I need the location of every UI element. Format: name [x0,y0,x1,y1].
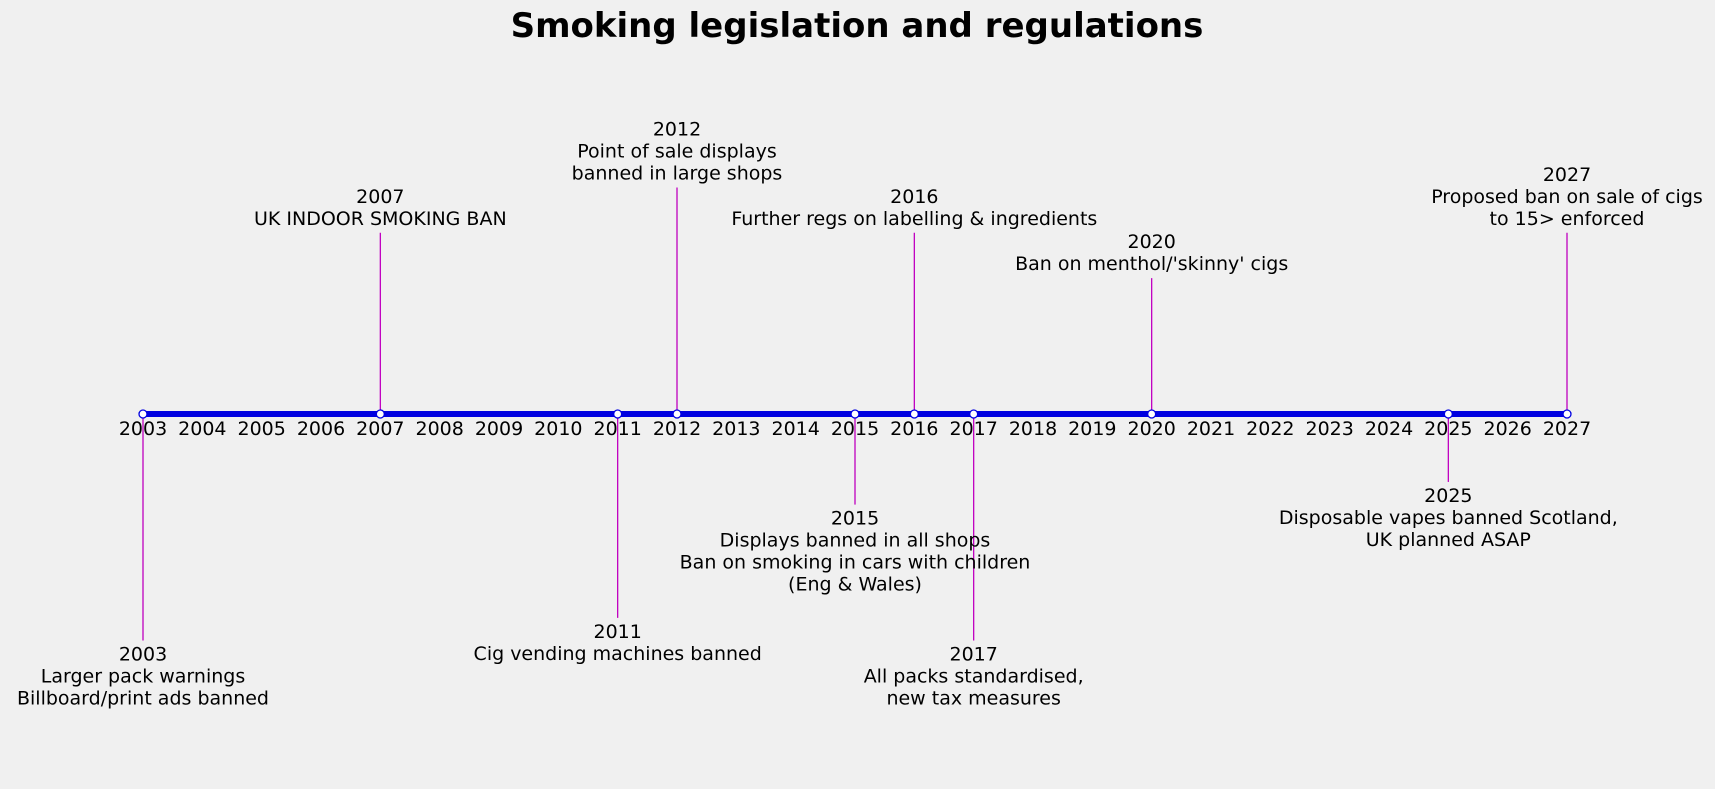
event-label-2027: 2027 Proposed ban on sale of cigs to 15> e… [1431,164,1703,230]
event-text-line: Displays banned in all shops [720,530,991,552]
tick-label-2024: 2024 [1365,418,1413,440]
event-label-2011: 2011 Cig vending machines banned [474,621,762,665]
tick-label-2014: 2014 [771,418,819,440]
event-labels: 2003 Larger pack warnings Billboard/print … [17,119,1703,710]
event-text-line: to 15> enforced [1490,208,1645,230]
tick-label-2018: 2018 [1009,418,1057,440]
tick-label-2008: 2008 [415,418,463,440]
event-text-line: All packs standardised, [864,666,1084,688]
event-label-2025: 2025 Disposable vapes banned Scotland, UK … [1279,485,1618,551]
event-text-line: banned in large shops [572,163,783,185]
event-text-line: UK INDOOR SMOKING BAN [254,208,507,230]
event-marker-2025 [1443,409,1453,419]
tick-label-2021: 2021 [1187,418,1235,440]
event-text-line: Proposed ban on sale of cigs [1431,186,1703,208]
event-year-2016: 2016 [890,186,938,208]
event-label-2017: 2017 All packs standardised, new tax measu… [864,644,1084,710]
event-label-2016: 2016 Further regs on labelling & ingredie… [731,186,1097,230]
chart-title: Smoking legislation and regulations [511,6,1204,46]
event-year-2007: 2007 [356,186,404,208]
event-year-2012: 2012 [653,119,701,141]
tick-label-2023: 2023 [1305,418,1353,440]
tick-label-2022: 2022 [1246,418,1294,440]
event-stems [142,187,1568,641]
event-text-line: Further regs on labelling & ingredients [731,208,1097,230]
event-year-2020: 2020 [1127,231,1175,253]
event-markers [138,409,1572,419]
event-year-2003: 2003 [119,644,167,666]
event-text-line: Disposable vapes banned Scotland, [1279,507,1618,529]
event-marker-2011 [613,409,623,419]
event-label-2012: 2012 Point of sale displays banned in larg… [572,119,783,185]
event-marker-2027 [1562,409,1572,419]
event-label-2003: 2003 Larger pack warnings Billboard/print … [17,644,269,710]
event-marker-2007 [375,409,385,419]
event-text-line: Larger pack warnings [41,666,245,688]
tick-label-2027: 2027 [1543,418,1591,440]
tick-label-2006: 2006 [297,418,345,440]
tick-label-2013: 2013 [712,418,760,440]
event-year-2015: 2015 [831,508,879,530]
event-marker-2015 [850,409,860,419]
event-marker-2016 [909,409,919,419]
tick-label-2026: 2026 [1483,418,1531,440]
event-marker-2012 [672,409,682,419]
tick-label-2009: 2009 [475,418,523,440]
event-text-line: Point of sale displays [577,141,776,163]
event-label-2015: 2015 Displays banned in all shops Ban on s… [680,508,1031,596]
event-text-line: Billboard/print ads banned [17,688,269,710]
event-marker-2017 [969,409,979,419]
event-text-line: UK planned ASAP [1366,529,1531,551]
tick-label-2007: 2007 [356,418,404,440]
event-text-line: new tax measures [886,688,1060,710]
event-text-line: (Eng & Wales) [788,574,922,596]
tick-label-2010: 2010 [534,418,582,440]
event-marker-2003 [138,409,148,419]
tick-label-2016: 2016 [890,418,938,440]
event-label-2007: 2007 UK INDOOR SMOKING BAN [254,186,507,230]
tick-label-2020: 2020 [1127,418,1175,440]
event-text-line: Ban on menthol/'skinny' cigs [1015,253,1288,275]
tick-label-2005: 2005 [237,418,285,440]
tick-label-2004: 2004 [178,418,226,440]
event-year-2011: 2011 [593,621,641,643]
tick-label-2012: 2012 [653,418,701,440]
event-year-2025: 2025 [1424,485,1472,507]
event-text-line: Cig vending machines banned [474,643,762,665]
event-year-2017: 2017 [949,644,997,666]
event-text-line: Ban on smoking in cars with children [680,552,1031,574]
tick-label-2019: 2019 [1068,418,1116,440]
event-label-2020: 2020 Ban on menthol/'skinny' cigs [1015,231,1288,275]
event-marker-2020 [1147,409,1157,419]
event-year-2027: 2027 [1543,164,1591,186]
